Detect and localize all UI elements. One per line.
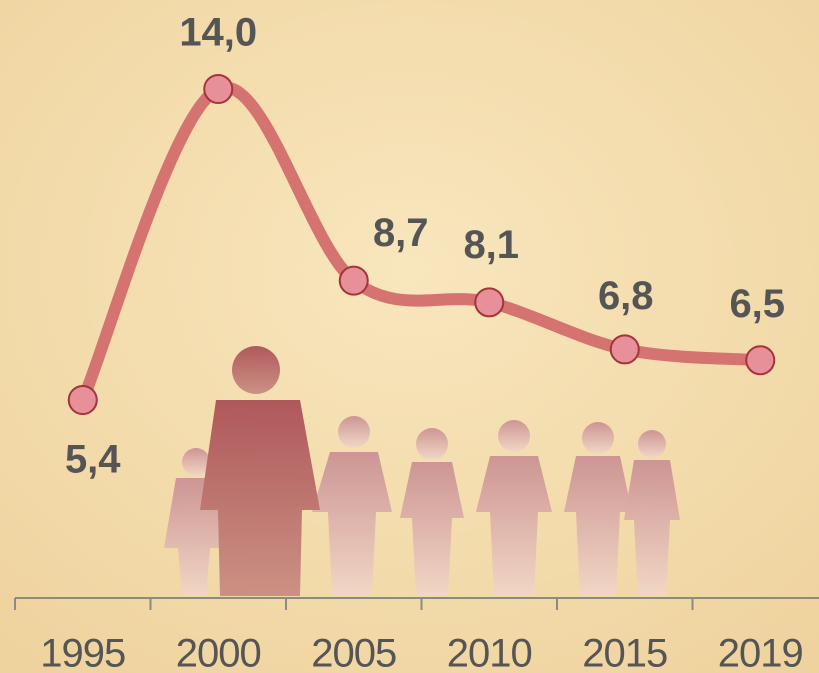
marker	[611, 335, 639, 363]
x-tick-label: 2015	[582, 632, 667, 673]
x-tick-label: 2005	[311, 632, 396, 673]
value-label: 6,5	[729, 282, 785, 326]
value-label: 8,1	[463, 223, 519, 267]
marker	[475, 288, 503, 316]
value-label: 6,8	[598, 274, 654, 318]
value-label: 8,7	[373, 211, 429, 255]
value-label: 14,0	[179, 11, 257, 55]
marker	[204, 75, 232, 103]
marker	[69, 386, 97, 414]
chart: 1995 2000 2005 2010 2015 2019 5,4 14,0 8,7 8,1 6,8…	[0, 0, 819, 673]
value-label: 5,4	[65, 438, 121, 482]
x-tick-label: 2000	[176, 632, 261, 673]
x-tick-label: 2010	[447, 632, 532, 673]
marker	[340, 267, 368, 295]
marker	[746, 346, 774, 374]
background	[0, 0, 819, 673]
x-tick-label: 2019	[718, 632, 803, 673]
x-tick-label: 1995	[40, 632, 125, 673]
page: {"chart_data": {"type": "line", "categor…	[0, 0, 819, 673]
